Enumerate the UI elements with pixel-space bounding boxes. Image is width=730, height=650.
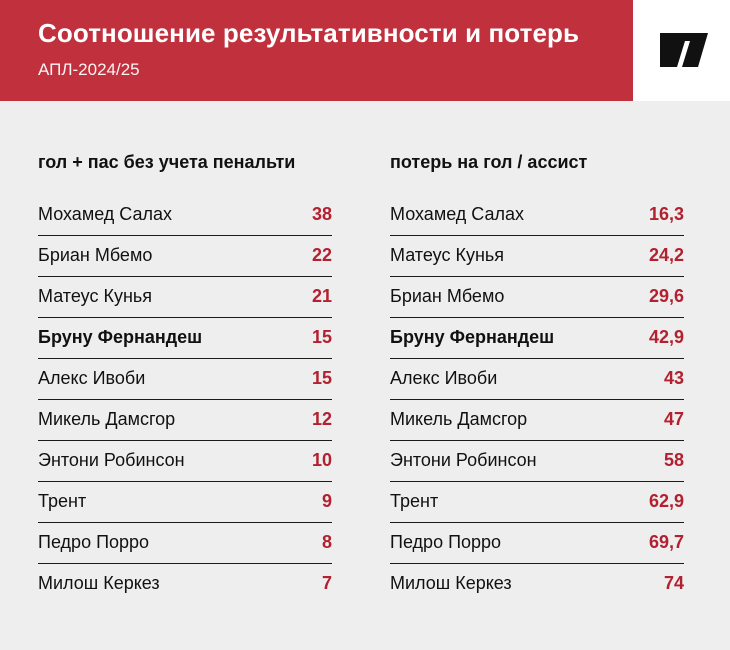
table-row: Бриан Мбемо 29,6 [390, 277, 684, 318]
table-row: Трент 9 [38, 482, 332, 523]
right-table-heading: потерь на гол / ассист [390, 152, 588, 172]
player-name: Алекс Ивоби [38, 368, 146, 388]
player-name: Микель Дамсгор [390, 409, 528, 429]
player-name: Милош Керкез [390, 573, 512, 593]
player-value: 74 [663, 573, 684, 593]
player-name: Матеус Кунья [390, 245, 505, 265]
table-row: Матеус Кунья 21 [38, 277, 332, 318]
player-name: Мохамед Салах [38, 204, 173, 224]
player-name: Педро Порро [390, 532, 502, 552]
table-row: Алекс Ивоби 43 [390, 359, 684, 400]
table-row: Бриан Мбемо 22 [38, 236, 332, 277]
player-value: 7 [321, 573, 332, 593]
table-row: Энтони Робинсон 10 [38, 441, 332, 482]
table-row: Мохамед Салах 38 [38, 195, 332, 236]
player-value: 47 [663, 409, 684, 429]
player-value: 10 [311, 450, 332, 470]
player-value: 24,2 [648, 245, 684, 265]
player-name: Трент [38, 491, 87, 511]
table-row: Трент 62,9 [390, 482, 684, 523]
player-name: Матеус Кунья [38, 286, 153, 306]
player-value: 8 [321, 532, 332, 552]
page-title: Соотношение результативности и потерь [38, 18, 580, 48]
player-name: Микель Дамсгор [38, 409, 176, 429]
table-row: Энтони Робинсон 58 [390, 441, 684, 482]
player-value: 15 [311, 327, 332, 347]
left-table: Мохамед Салах 38 Бриан Мбемо 22 Матеус Кун… [38, 195, 332, 605]
table-row: Матеус Кунья 24,2 [390, 236, 684, 277]
player-value: 58 [663, 450, 684, 470]
table-row: Педро Порро 69,7 [390, 523, 684, 564]
player-value: 15 [311, 368, 332, 388]
table-row-highlighted: Бруну Фернандеш 42,9 [390, 318, 684, 359]
table-row: Милош Керкез 7 [38, 564, 332, 605]
player-name: Мохамед Салах [390, 204, 525, 224]
page-subtitle: АПЛ-2024/25 [38, 60, 140, 79]
player-name: Энтони Робинсон [390, 450, 537, 470]
player-name: Бриан Мбемо [38, 245, 153, 265]
player-value: 43 [663, 368, 684, 388]
table-row: Мохамед Салах 16,3 [390, 195, 684, 236]
player-value: 12 [311, 409, 332, 429]
left-table-heading: гол + пас без учета пенальти [38, 152, 296, 172]
player-name: Бруну Фернандеш [390, 327, 555, 347]
right-table: Мохамед Салах 16,3 Матеус Кунья 24,2 Бриан… [390, 195, 684, 605]
player-name: Трент [390, 491, 439, 511]
table-row: Педро Порро 8 [38, 523, 332, 564]
player-name: Милош Керкез [38, 573, 160, 593]
player-value: 22 [311, 245, 332, 265]
table-row: Милош Керкез 74 [390, 564, 684, 605]
player-name: Энтони Робинсон [38, 450, 185, 470]
player-value: 69,7 [648, 532, 684, 552]
logo-box [633, 0, 730, 101]
brand-logo-icon [660, 33, 708, 67]
table-row: Микель Дамсгор 12 [38, 400, 332, 441]
player-value: 29,6 [648, 286, 684, 306]
player-value: 62,9 [648, 491, 684, 511]
table-row: Микель Дамсгор 47 [390, 400, 684, 441]
table-row-highlighted: Бруну Фернандеш 15 [38, 318, 332, 359]
player-name: Алекс Ивоби [390, 368, 498, 388]
player-value: 38 [311, 204, 332, 224]
header-banner: Соотношение результативности и потерь АП… [0, 0, 633, 101]
player-value: 21 [311, 286, 332, 306]
player-value: 9 [321, 491, 332, 511]
player-name: Бриан Мбемо [390, 286, 505, 306]
table-row: Алекс Ивоби 15 [38, 359, 332, 400]
player-name: Бруну Фернандеш [38, 327, 203, 347]
player-value: 16,3 [648, 204, 684, 224]
player-name: Педро Порро [38, 532, 150, 552]
player-value: 42,9 [648, 327, 684, 347]
